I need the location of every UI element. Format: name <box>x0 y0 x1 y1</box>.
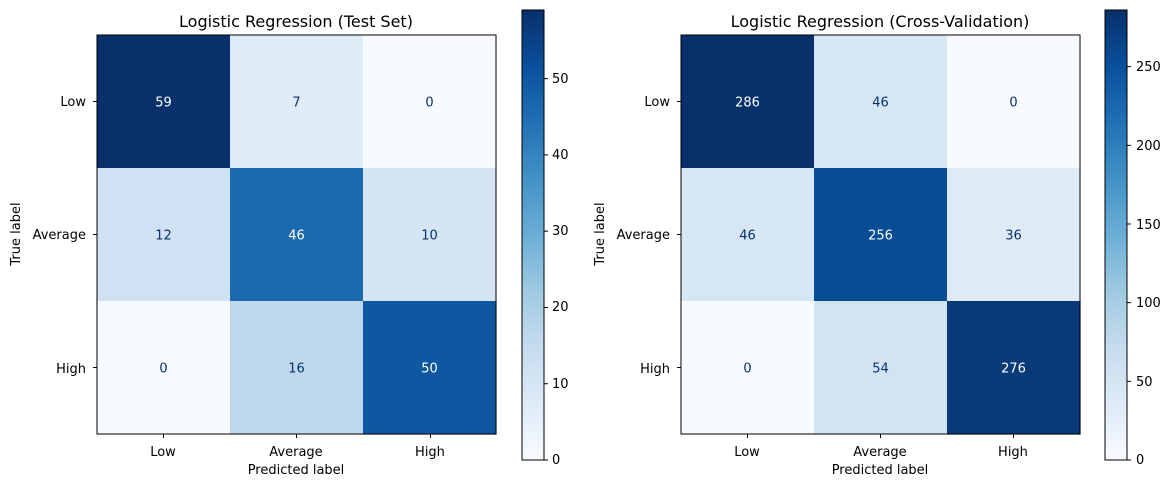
heatmap-cell <box>681 168 815 302</box>
heatmap-cell <box>814 35 948 169</box>
colorbar-tick-label: 50 <box>1136 375 1153 390</box>
cell-value-label: 0 <box>1009 96 1017 111</box>
cell-value-label: 7 <box>292 96 300 111</box>
y-tick-label-high: High <box>56 362 86 377</box>
cell-value-label: 256 <box>868 229 893 244</box>
x-tick-label-low: Low <box>734 445 760 460</box>
colorbar-tick-label: 250 <box>1136 60 1161 75</box>
heatmap-cell <box>363 35 497 169</box>
y-ticks <box>93 101 97 368</box>
y-axis-label: True label <box>9 202 24 266</box>
colorbar-tick-label: 50 <box>552 72 569 87</box>
heatmap-cell <box>814 301 948 435</box>
colorbar-tick-label: 150 <box>1136 218 1161 233</box>
cell-value-label: 46 <box>288 229 305 244</box>
colorbar-tick-label: 20 <box>552 300 569 315</box>
heatmap-cells: 286 46 0 46 256 36 0 54 276 <box>681 35 1081 435</box>
colorbar-tick-label: 40 <box>552 148 569 163</box>
colorbar-ticks <box>1127 66 1131 461</box>
cell-value-label: 276 <box>1001 362 1026 377</box>
colorbar-tick-label: 30 <box>552 224 569 239</box>
x-tick-label-low: Low <box>150 445 176 460</box>
heatmap-cell <box>814 168 948 302</box>
y-axis-label: True label <box>593 202 608 266</box>
colorbar-tick-label: 10 <box>552 377 569 392</box>
heatmap-cell <box>947 35 1081 169</box>
x-axis-label: Predicted label <box>832 463 929 478</box>
cell-value-label: 16 <box>288 362 305 377</box>
heatmap-cell <box>97 168 231 302</box>
heatmap-cell <box>97 301 231 435</box>
y-ticks <box>677 101 681 368</box>
heatmap-cell <box>363 168 497 302</box>
colorbar-gradient <box>1104 9 1128 461</box>
cell-value-label: 36 <box>1005 229 1022 244</box>
x-tick-label-average: Average <box>269 445 322 460</box>
colorbar: 0 50 100 150 200 250 <box>1104 9 1161 468</box>
cell-value-label: 54 <box>872 362 889 377</box>
cell-value-label: 50 <box>421 362 438 377</box>
heatmap-cell <box>947 168 1081 302</box>
y-tick-label-high: High <box>640 362 670 377</box>
y-tick-labels: Low Average High <box>33 95 87 377</box>
chart-title: Logistic Regression (Cross-Validation) <box>731 12 1030 31</box>
y-tick-label-average: Average <box>617 228 670 243</box>
heatmap-cell <box>230 168 364 302</box>
cell-value-label: 0 <box>159 362 167 377</box>
cell-value-label: 10 <box>421 229 438 244</box>
heatmap-cells: 59 7 0 12 46 10 0 16 50 <box>97 35 497 435</box>
chart-title: Logistic Regression (Test Set) <box>179 12 413 31</box>
heatmap-cell <box>947 301 1081 435</box>
x-ticks <box>747 434 1014 438</box>
colorbar-tick-label: 0 <box>1136 453 1144 468</box>
colorbar-tick-labels: 0 50 100 150 200 250 <box>1136 60 1161 468</box>
x-tick-label-high: High <box>998 445 1028 460</box>
y-tick-label-average: Average <box>33 228 86 243</box>
cell-value-label: 286 <box>735 96 760 111</box>
x-tick-label-average: Average <box>853 445 906 460</box>
colorbar-ticks <box>544 78 548 461</box>
heatmap-cell <box>363 301 497 435</box>
cell-value-label: 46 <box>739 229 756 244</box>
cell-value-label: 59 <box>155 96 172 111</box>
cell-value-label: 0 <box>743 362 751 377</box>
x-ticks <box>163 434 431 438</box>
confusion-matrix-test-set: Logistic Regression (Test Set) 59 7 0 12 46 1… <box>9 9 569 478</box>
confusion-matrix-cross-validation: Logistic Regression (Cross-Validation) 2… <box>593 9 1161 478</box>
heatmap-cell <box>681 301 815 435</box>
y-tick-label-low: Low <box>60 95 86 110</box>
heatmap-cell <box>681 35 815 169</box>
colorbar-tick-labels: 0 10 20 30 40 50 <box>552 72 569 468</box>
heatmap-cell <box>230 35 364 169</box>
cell-value-label: 0 <box>425 96 433 111</box>
y-tick-labels: Low Average High <box>617 95 671 377</box>
y-tick-label-low: Low <box>644 95 670 110</box>
cell-value-label: 46 <box>872 96 889 111</box>
x-tick-label-high: High <box>415 445 445 460</box>
heatmap-cell <box>97 35 231 169</box>
colorbar-tick-label: 0 <box>552 453 560 468</box>
colorbar: 0 10 20 30 40 50 <box>521 9 569 468</box>
colorbar-gradient <box>521 9 545 461</box>
colorbar-tick-label: 100 <box>1136 296 1161 311</box>
cell-value-label: 12 <box>155 229 172 244</box>
x-axis-label: Predicted label <box>248 463 345 478</box>
x-tick-labels: Low Average High <box>150 445 445 460</box>
x-tick-labels: Low Average High <box>734 445 1028 460</box>
colorbar-tick-label: 200 <box>1136 139 1161 154</box>
heatmap-cell <box>230 301 364 435</box>
